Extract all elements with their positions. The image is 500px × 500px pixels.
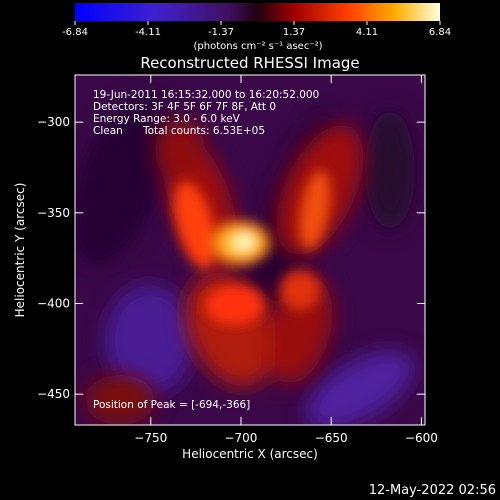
time-range-annotation: 19-Jun-2011 16:15:32.000 to 16:20:52.000: [93, 89, 319, 101]
x-tick-label: −750: [134, 431, 167, 445]
y-axis-label: Heliocentric Y (arcsec): [13, 183, 27, 318]
colorbar-tick-label: -4.11: [135, 27, 161, 38]
energy-range-annotation: Energy Range: 3.0 - 6.0 keV: [93, 113, 241, 125]
colorbar-tick-label: -6.84: [62, 27, 88, 38]
x-tick-label: −700: [224, 431, 257, 445]
x-tick-label: −600: [405, 431, 438, 445]
heatmap-image: [75, 75, 425, 425]
y-axis-ticks: −300 −350 −400 −450: [37, 115, 425, 401]
total-counts-annotation: Total counts: 6.53E+05: [142, 125, 265, 137]
y-tick-label: −300: [37, 115, 70, 129]
y-tick-label: −400: [37, 296, 70, 310]
y-tick-label: −350: [37, 206, 70, 220]
method-annotation: Clean: [93, 125, 123, 137]
colorbar-ticks: [74, 21, 441, 25]
colorbar-gradient: [75, 3, 440, 21]
chart-title: Reconstructed RHESSI Image: [140, 54, 359, 72]
x-tick-label: −650: [315, 431, 348, 445]
colorbar-tick-label: 1.37: [283, 27, 305, 38]
x-axis-label: Heliocentric X (arcsec): [182, 447, 318, 461]
colorbar-tick-label: 6.84: [429, 27, 451, 38]
y-tick-label: −450: [37, 387, 70, 401]
x-axis-ticks: −750 −700 −650 −600: [134, 75, 438, 445]
colorbar-tick-label: -1.37: [208, 27, 234, 38]
detectors-annotation: Detectors: 3F 4F 5F 6F 7F 8F, Att 0: [93, 101, 276, 113]
colorbar-unit-label: (photons cm⁻² s⁻¹ asec⁻²): [193, 41, 322, 52]
colorbar-tick-label: 4.11: [356, 27, 378, 38]
plot-frame: [74, 74, 426, 426]
footer-date: 12-May-2022 02:56: [369, 483, 496, 498]
peak-position-annotation: Position of Peak = [-694,-366]: [93, 399, 250, 411]
